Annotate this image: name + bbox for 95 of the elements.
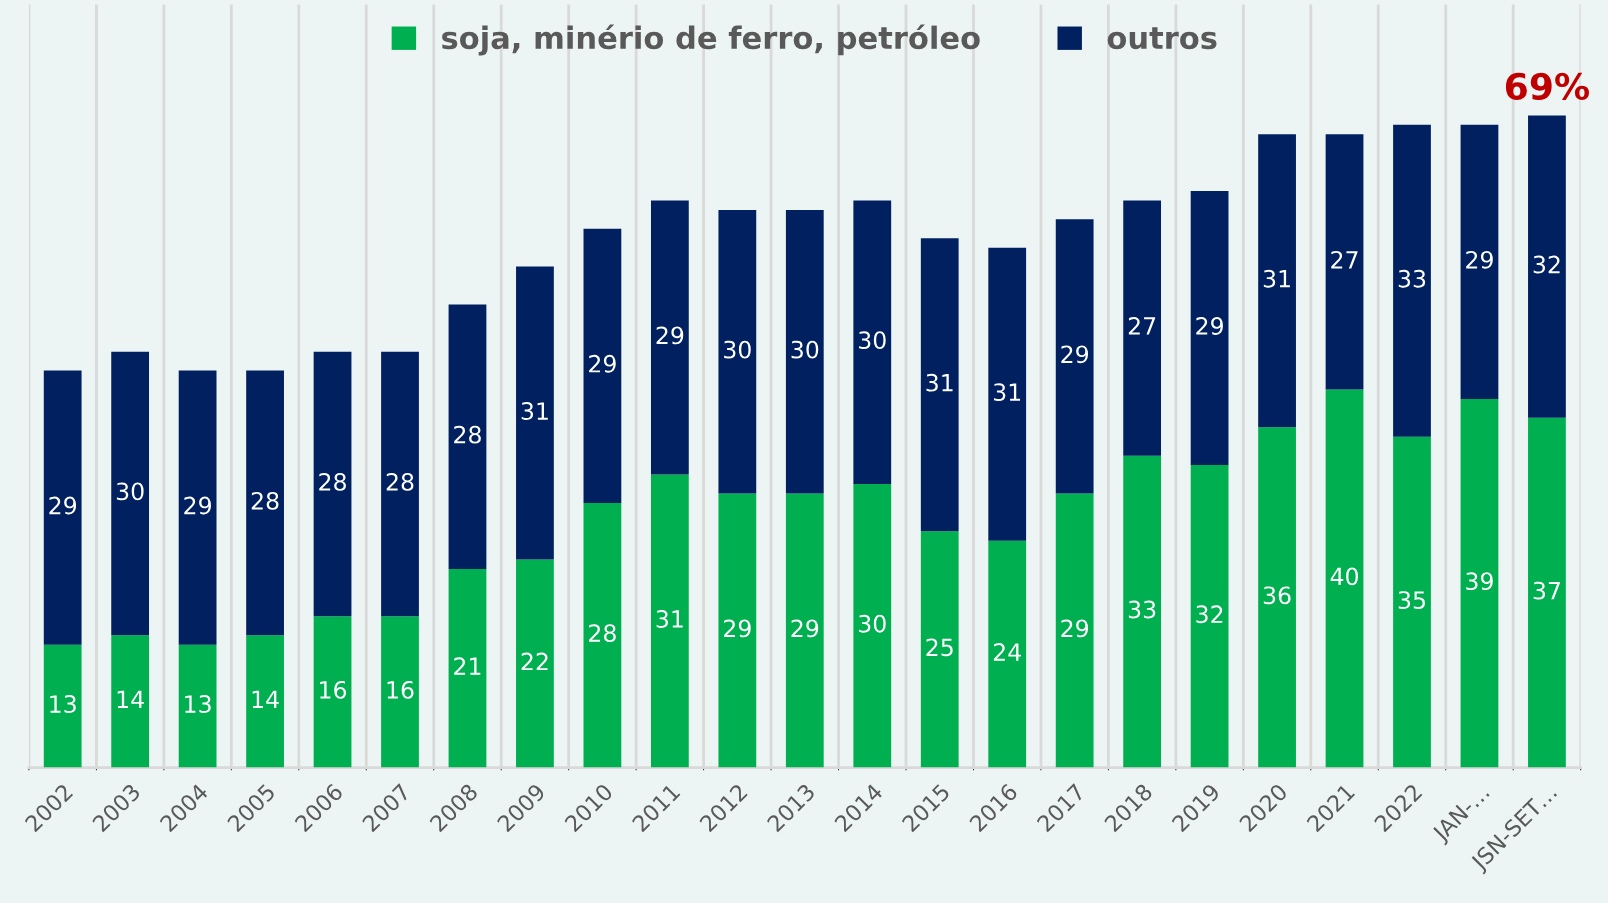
data-label: 29 (1061, 619, 1089, 638)
data-label: 25 (926, 638, 953, 657)
bar (718, 493, 757, 768)
bar (1460, 398, 1499, 768)
bar (1528, 417, 1566, 768)
data-label: 36 (1263, 586, 1291, 605)
data-label: 30 (859, 614, 886, 633)
bar (1325, 389, 1364, 768)
data-label: 28 (589, 624, 616, 643)
data-label: 22 (521, 652, 548, 671)
bar (111, 351, 150, 636)
bar (785, 493, 824, 768)
data-label: 13 (50, 695, 76, 713)
data-label: 29 (1061, 345, 1089, 364)
data-label: 33 (1128, 600, 1156, 619)
bar (111, 635, 150, 768)
data-label: 28 (454, 425, 481, 444)
data-label: 27 (1331, 250, 1358, 269)
bar (43, 644, 82, 768)
bar (313, 616, 352, 768)
bar (650, 200, 689, 475)
bar (1393, 436, 1431, 768)
data-label: 37 (1533, 581, 1560, 600)
data-label: 28 (319, 472, 346, 491)
data-label: 32 (1533, 255, 1560, 274)
data-label: 30 (859, 331, 886, 350)
bar (1258, 427, 1296, 768)
bar (381, 616, 419, 768)
data-label: 30 (791, 340, 819, 359)
data-label: 31 (926, 373, 953, 392)
data-label: 33 (1398, 269, 1426, 288)
bar (381, 351, 419, 617)
data-label: 14 (117, 690, 144, 708)
data-label: 14 (252, 690, 279, 708)
bar (178, 644, 217, 768)
data-label: 29 (656, 326, 684, 345)
bar (1528, 115, 1566, 418)
data-label: 21 (454, 657, 481, 675)
data-label: 29 (184, 496, 211, 515)
bar (785, 209, 824, 494)
bar (1055, 493, 1094, 768)
bar (1460, 124, 1499, 399)
legend-label: soja, minério de ferro, petróleo (442, 24, 980, 56)
data-label: 32 (1196, 605, 1223, 624)
bar (1123, 455, 1162, 768)
data-label: 29 (589, 354, 616, 373)
data-label: 35 (1398, 591, 1425, 609)
data-label: 31 (1263, 269, 1290, 288)
data-label: 31 (521, 402, 548, 420)
bar (583, 502, 622, 768)
bar (246, 370, 284, 636)
bar (516, 266, 554, 560)
data-label: 31 (993, 383, 1021, 402)
bar (313, 351, 352, 617)
data-label: 39 (1466, 572, 1493, 591)
data-label: 29 (791, 619, 819, 638)
bar (1393, 124, 1431, 437)
data-label: 16 (387, 680, 414, 699)
bar (516, 559, 554, 768)
bar (43, 370, 82, 645)
bar (920, 238, 959, 532)
data-label: 29 (49, 496, 77, 515)
bar (178, 370, 217, 645)
bar (1123, 200, 1162, 456)
data-label: 28 (251, 491, 279, 510)
bar (448, 569, 487, 768)
data-label: 13 (185, 695, 211, 713)
data-label: 27 (1128, 317, 1156, 335)
data-label: 40 (1330, 567, 1358, 586)
bar (988, 540, 1027, 768)
data-label: 29 (1196, 317, 1223, 335)
data-label: 30 (724, 340, 751, 359)
data-label: 16 (320, 680, 347, 699)
data-label: 29 (724, 619, 751, 638)
bar (1055, 219, 1094, 494)
bar (650, 474, 689, 768)
bar (583, 228, 622, 503)
bar (853, 200, 892, 484)
bar (988, 247, 1027, 541)
bar (1190, 191, 1229, 466)
bar (448, 304, 487, 570)
data-label: 24 (993, 643, 1021, 661)
bar (920, 531, 959, 768)
annotation: 69% (1505, 72, 1589, 101)
bar (853, 484, 892, 768)
data-label: 28 (386, 472, 414, 491)
bar (1325, 134, 1364, 390)
legend-label: outros (1107, 27, 1217, 50)
bar (1190, 465, 1229, 768)
bar (246, 635, 284, 768)
data-label: 30 (116, 482, 144, 501)
bar (1258, 134, 1296, 428)
data-label: 29 (1466, 250, 1493, 269)
data-label: 31 (656, 610, 683, 628)
bar (718, 209, 757, 494)
